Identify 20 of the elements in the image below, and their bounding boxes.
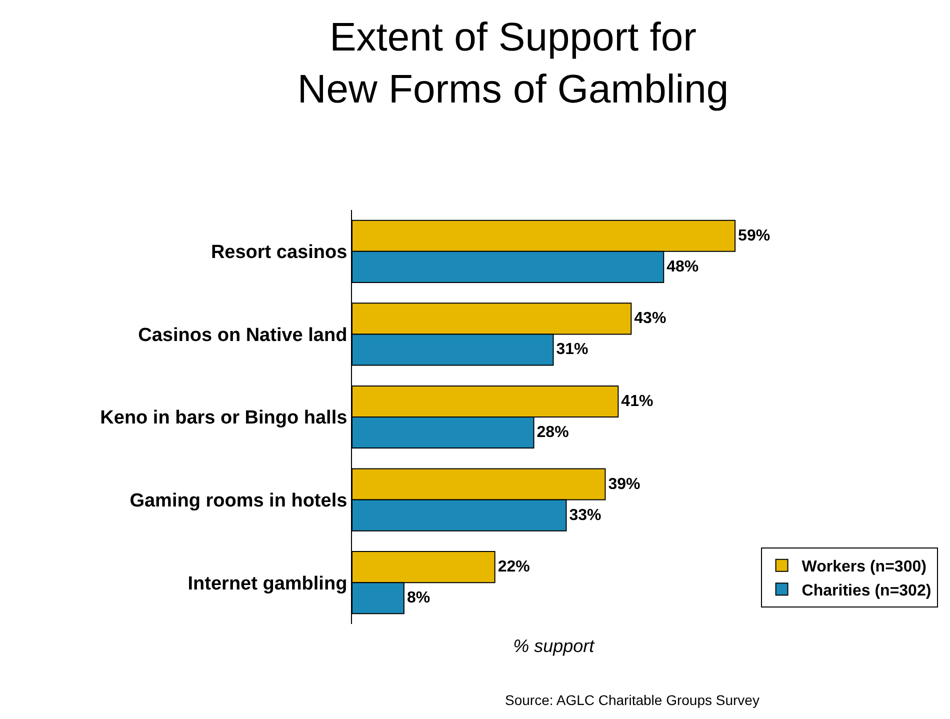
data-label: 8%	[406, 590, 430, 607]
source-note: Source: AGLC Charitable Groups Survey	[505, 692, 760, 708]
y-tick-label: Internet gambling	[188, 573, 348, 594]
data-label: 33%	[569, 506, 602, 524]
legend-label: Workers (n=300)	[802, 558, 926, 576]
data-label: 22%	[498, 558, 530, 576]
data-label: 43%	[634, 310, 666, 328]
data-label: 31%	[556, 341, 588, 358]
data-label: 59%	[738, 227, 770, 244]
data-label: 48%	[666, 258, 699, 276]
data-label: 28%	[536, 424, 569, 442]
data-label: 39%	[608, 476, 640, 493]
y-tick-label: Gaming rooms in hotels	[130, 490, 348, 512]
data-label: 41%	[621, 392, 654, 410]
x-axis-title: % support	[513, 636, 596, 656]
chart-title: Extent of Support for New Forms of Gambling	[297, 15, 729, 112]
y-tick-label: Casinos on Native land	[138, 324, 348, 346]
y-tick-label: Keno in bars or Bingo halls	[100, 408, 348, 429]
y-tick-label: Resort casinos	[210, 242, 348, 264]
legend-label: Charities (n=302)	[802, 582, 932, 600]
